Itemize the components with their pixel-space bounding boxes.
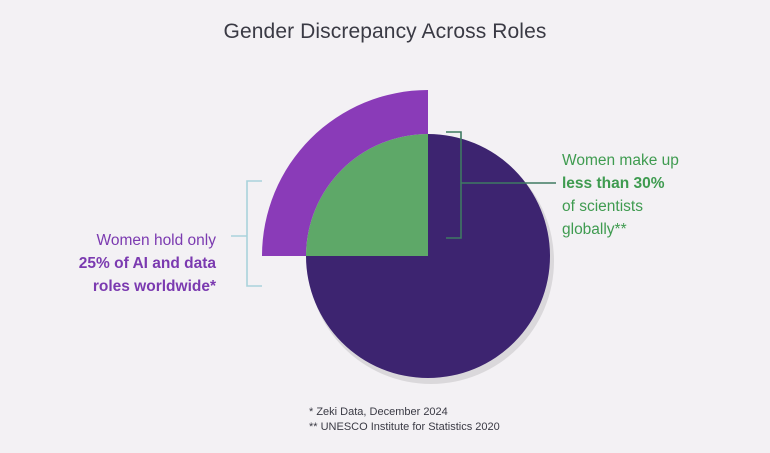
left-annotation-line: Women hold only [96, 232, 216, 249]
left-annotation-bold-line: 25% of AI and data [78, 255, 216, 272]
footnotes: * Zeki Data, December 2024 ** UNESCO Ins… [309, 405, 500, 435]
footnote: ** UNESCO Institute for Statistics 2020 [309, 421, 500, 433]
right-annotation-line: globally** [562, 221, 627, 238]
right-bracket [446, 131, 556, 239]
footnote: * Zeki Data, December 2024 [309, 406, 448, 418]
left-bracket [231, 180, 262, 287]
pie-slice [306, 134, 550, 378]
pie-slice [306, 134, 428, 256]
left-annotation-bold-line: roles worldwide* [92, 278, 216, 295]
right-annotation-line: of scientists [562, 198, 643, 215]
chart-title: Gender Discrepancy Across Roles [223, 20, 547, 43]
outer-arc-segment [262, 90, 428, 256]
left-annotation: Women hold only 25% of AI and data roles… [10, 229, 216, 298]
right-annotation-bold-line: less than 30% [562, 175, 665, 192]
right-annotation-line: Women make up [562, 152, 679, 169]
right-annotation: Women make up less than 30% of scientist… [562, 149, 762, 241]
